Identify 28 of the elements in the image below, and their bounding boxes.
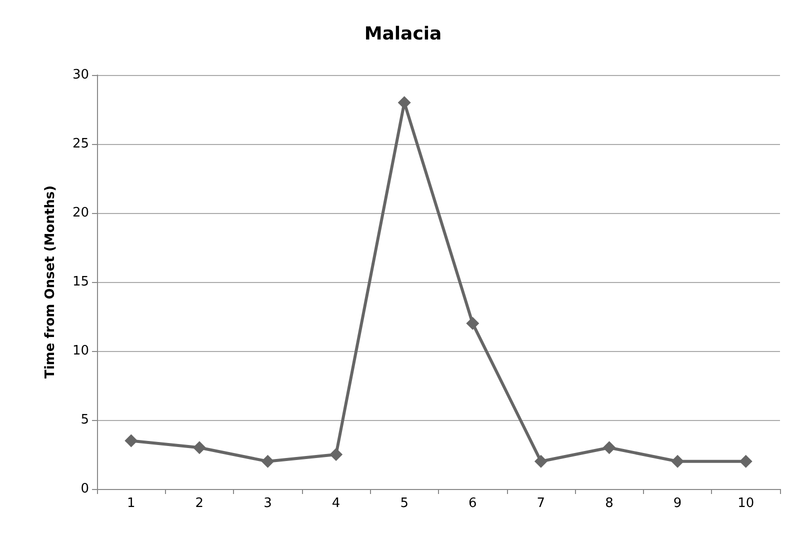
y-tick-label: 5 (80, 412, 89, 428)
x-tick-label: 4 (332, 496, 340, 511)
y-tick-label: 15 (72, 274, 89, 290)
x-tick-label: 5 (400, 496, 408, 511)
x-tick-label: 10 (738, 496, 754, 511)
point (739, 454, 752, 468)
y-tick-label: 20 (72, 206, 89, 220)
point (261, 454, 274, 468)
point (330, 448, 343, 461)
x-tick-label: 6 (468, 496, 477, 511)
point (466, 316, 480, 330)
point (534, 454, 548, 468)
y-axis-title: Time from Onset (Months) (43, 185, 58, 379)
y-tick-label: 25 (72, 136, 89, 152)
x-tick-label: 3 (264, 496, 272, 511)
chart-title: Malacia (364, 24, 442, 44)
point (671, 454, 684, 468)
x-tick-label: 8 (605, 496, 614, 511)
x-tick-label: 2 (195, 496, 204, 511)
y-tick-label: 0 (80, 482, 89, 496)
x-tick-label: 9 (673, 496, 682, 511)
point (602, 441, 616, 454)
point (192, 441, 206, 454)
x-tick-label: 1 (127, 496, 136, 511)
y-tick-label: 30 (72, 68, 89, 82)
x-tick-label: 7 (536, 496, 546, 511)
point (124, 434, 138, 448)
y-tick-label: 10 (72, 344, 89, 358)
